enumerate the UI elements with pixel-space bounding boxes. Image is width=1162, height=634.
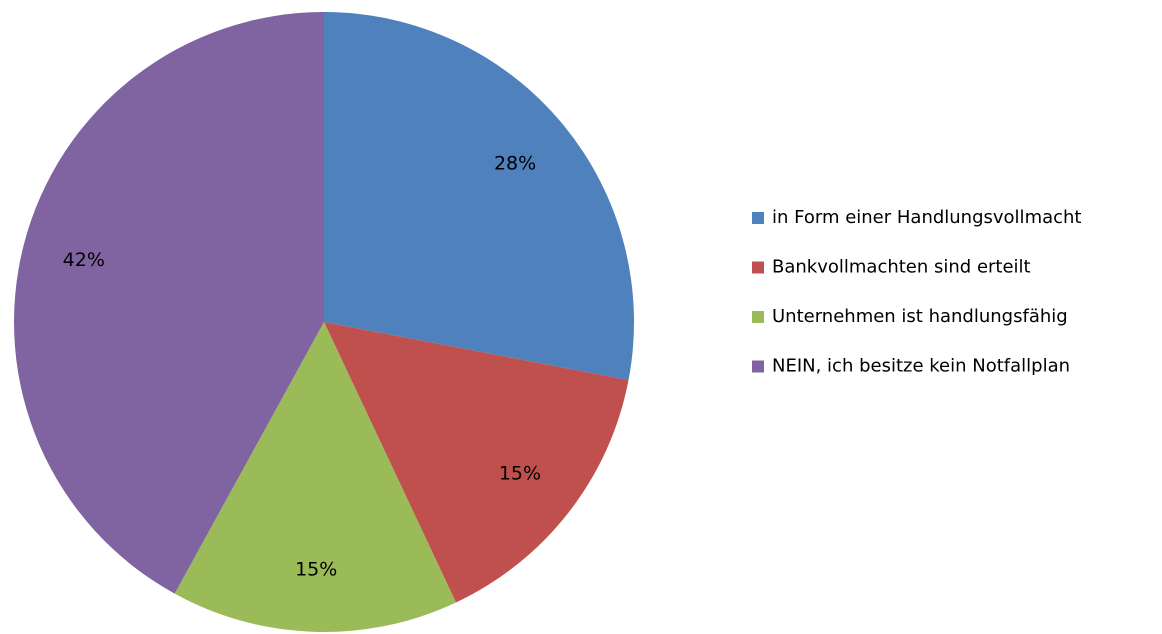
pie-slice: [174, 322, 456, 633]
legend-label: Bankvollmachten sind erteilt: [772, 257, 1031, 278]
data-label: 15%: [295, 558, 337, 580]
pie-slice: [13, 12, 324, 594]
legend-swatch: [752, 360, 764, 373]
data-label: 28%: [494, 152, 536, 174]
pie-slice: [324, 322, 629, 603]
pie-slice: [324, 12, 634, 381]
legend-swatch: [752, 212, 764, 224]
legend-swatch: [752, 261, 764, 274]
legend-label: Unternehmen ist handlungsfähig: [772, 306, 1068, 327]
data-label: 42%: [63, 249, 105, 271]
data-label: 15%: [499, 463, 541, 485]
legend-label: NEIN, ich besitze kein Notfallplan: [772, 356, 1070, 377]
legend-label: in Form einer Handlungsvollmacht: [772, 207, 1082, 228]
legend-swatch: [752, 311, 764, 323]
